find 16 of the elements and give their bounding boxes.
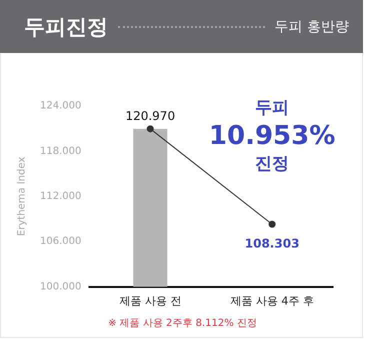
text: ※ 제품 사용 2주후 8.112% 진정 [107, 317, 258, 330]
data-label: 120.970 [125, 108, 176, 123]
y-axis-title: Erythema Index [16, 156, 28, 236]
y-tick-label: 106.000 [40, 236, 82, 248]
chart-subtitle: 두피 홍반량 [274, 18, 349, 36]
annotation: 두피 [255, 98, 290, 118]
x-tick-label: 제품 사용 전 [119, 294, 182, 308]
data-label: 108.303 [244, 236, 300, 250]
y-tick-label: 112.000 [40, 190, 82, 202]
y-tick-label: 100.000 [40, 281, 82, 292]
annotation: 진정 [255, 154, 290, 174]
chart-title: 두피진정 [24, 14, 108, 40]
y-tick-label: 124.000 [40, 100, 82, 112]
y-tick-label: 118.000 [40, 146, 82, 157]
x-tick-label: 제품 사용 4주 후 [230, 294, 314, 308]
annotation: 10.953% [208, 120, 336, 151]
